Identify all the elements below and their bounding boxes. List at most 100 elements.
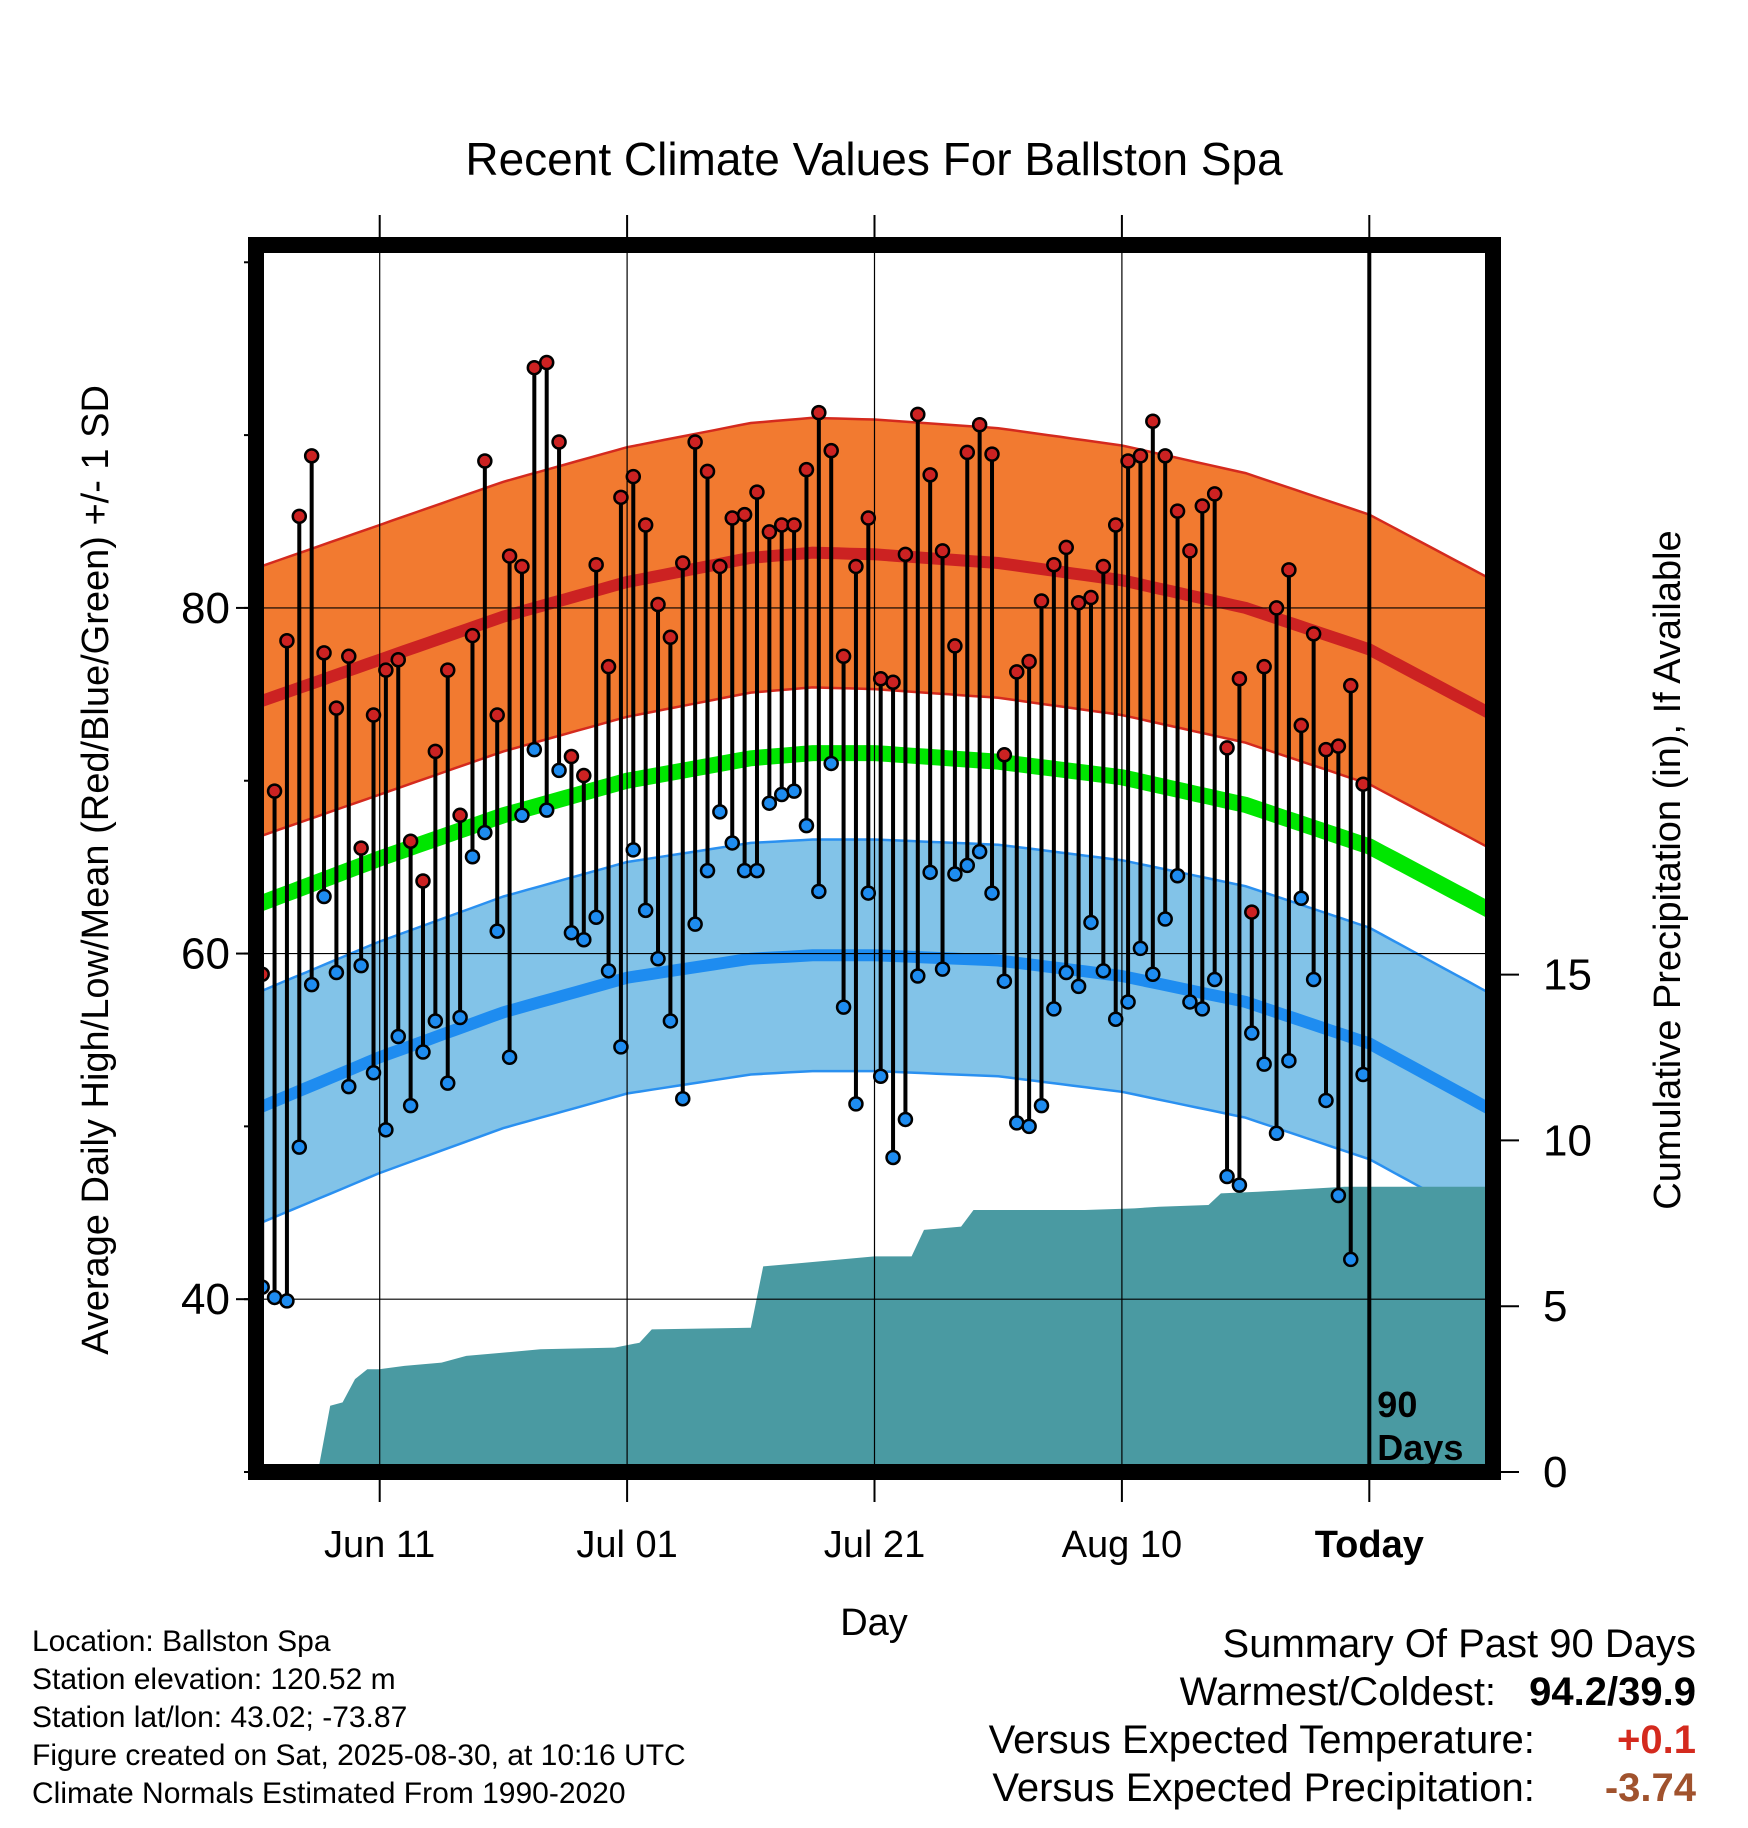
daily-low-point bbox=[452, 1009, 468, 1026]
temp-value: +0.1 bbox=[1617, 1718, 1696, 1762]
daily-low-point bbox=[971, 843, 988, 860]
daily-high-point bbox=[1145, 413, 1161, 430]
daily-high-point bbox=[1169, 503, 1186, 519]
daily-low-point bbox=[1157, 911, 1173, 927]
daily-low-point bbox=[1206, 971, 1223, 988]
daily-high-point bbox=[1231, 671, 1248, 687]
daily-low-point bbox=[1318, 1092, 1334, 1109]
latlon-text: Station lat/lon: 43.02; -73.87 bbox=[32, 1701, 408, 1734]
daily-high-point bbox=[1219, 740, 1235, 756]
daily-low-point bbox=[724, 835, 740, 851]
created-text: Figure created on Sat, 2025-08-30, at 10… bbox=[32, 1739, 686, 1772]
y-tick-label: 40 bbox=[181, 1275, 230, 1324]
daily-high-point bbox=[415, 873, 431, 889]
daily-low-point bbox=[699, 862, 716, 879]
daily-high-point bbox=[724, 510, 740, 526]
daily-high-point bbox=[551, 434, 567, 450]
precip-row: Versus Expected Precipitation: -3.74 bbox=[989, 1764, 1696, 1812]
daily-high-point bbox=[823, 442, 839, 459]
daily-low-point bbox=[712, 804, 728, 820]
daily-high-point bbox=[1120, 453, 1136, 469]
daily-low-point bbox=[266, 1289, 283, 1306]
daily-low-point bbox=[1132, 940, 1149, 957]
daily-low-point bbox=[477, 824, 493, 841]
daily-low-point bbox=[650, 950, 666, 967]
daily-low-point bbox=[675, 1090, 691, 1107]
daily-high-point bbox=[439, 662, 456, 678]
daily-low-point bbox=[1268, 1125, 1285, 1142]
daily-high-point bbox=[279, 633, 295, 649]
daily-high-point bbox=[303, 448, 320, 464]
daily-low-point bbox=[786, 783, 802, 799]
daily-high-point bbox=[1268, 600, 1285, 616]
warm-cold-value: 94.2/39.9 bbox=[1529, 1670, 1696, 1714]
daily-low-point bbox=[341, 1078, 357, 1095]
daily-high-point bbox=[947, 638, 963, 654]
daily-high-point bbox=[1058, 539, 1074, 556]
normals-text: Climate Normals Estimated From 1990-2020 bbox=[32, 1777, 626, 1810]
daily-low-point bbox=[1009, 1115, 1025, 1131]
y2-tick-label: 15 bbox=[1543, 951, 1592, 1000]
daily-low-point bbox=[1120, 994, 1136, 1010]
daily-high-point bbox=[910, 406, 926, 423]
daily-low-point bbox=[984, 885, 1000, 901]
daily-high-point bbox=[1009, 664, 1025, 680]
daily-low-point bbox=[687, 916, 703, 932]
daily-low-point bbox=[1256, 1056, 1272, 1072]
y-tick-label: 60 bbox=[181, 930, 230, 979]
daily-high-point bbox=[996, 747, 1013, 763]
daily-high-point bbox=[749, 484, 765, 500]
daily-high-point bbox=[922, 467, 938, 483]
summary-heading: Summary Of Past 90 Days bbox=[1222, 1622, 1696, 1666]
daily-low-point bbox=[823, 755, 839, 772]
daily-low-point bbox=[835, 999, 852, 1015]
daily-high-point bbox=[1281, 562, 1297, 578]
daily-low-point bbox=[291, 1139, 308, 1155]
daily-low-point bbox=[761, 795, 778, 811]
daily-low-point bbox=[848, 1096, 864, 1112]
daily-high-point bbox=[736, 506, 753, 523]
daily-high-point bbox=[1046, 556, 1062, 573]
x-tick-label: Jul 21 bbox=[824, 1524, 925, 1566]
daily-low-point bbox=[736, 862, 753, 879]
daily-high-point bbox=[1083, 589, 1099, 606]
daily-low-point bbox=[279, 1293, 295, 1309]
daily-low-point bbox=[1231, 1177, 1248, 1193]
daily-high-point bbox=[1206, 486, 1223, 502]
daily-high-point bbox=[341, 648, 357, 665]
daily-low-point bbox=[1046, 1001, 1062, 1017]
daily-high-point bbox=[687, 434, 703, 450]
daily-low-point bbox=[1194, 1001, 1211, 1017]
daily-low-point bbox=[390, 1028, 407, 1045]
daily-high-point bbox=[1033, 593, 1050, 609]
daily-low-point bbox=[1305, 971, 1322, 988]
daily-high-point bbox=[316, 645, 332, 661]
chart-title: Recent Climate Values For Ballston Spa bbox=[465, 133, 1283, 185]
daily-high-point bbox=[538, 354, 555, 371]
daily-high-point bbox=[835, 648, 852, 665]
temp-label: Versus Expected Temperature: bbox=[988, 1718, 1535, 1762]
warm-cold-row: Warmest/Coldest: 94.2/39.9 bbox=[989, 1668, 1696, 1716]
daily-high-point bbox=[501, 548, 518, 564]
daily-high-point bbox=[402, 833, 419, 849]
daily-low-point bbox=[464, 849, 481, 865]
precip-label: Versus Expected Precipitation: bbox=[992, 1766, 1535, 1810]
daily-low-point bbox=[1107, 1011, 1124, 1027]
daily-low-point bbox=[959, 857, 976, 874]
daily-high-point bbox=[588, 556, 604, 573]
daily-low-point bbox=[996, 973, 1013, 989]
daily-high-point bbox=[328, 700, 345, 716]
precip-value: -3.74 bbox=[1604, 1766, 1696, 1810]
daily-high-point bbox=[1095, 558, 1112, 575]
daily-low-point bbox=[1169, 868, 1186, 884]
daily-low-point bbox=[303, 976, 320, 993]
daily-high-point bbox=[860, 510, 877, 526]
daily-low-point bbox=[934, 961, 951, 977]
plot-frame bbox=[248, 237, 1501, 1480]
daily-high-point bbox=[773, 517, 790, 533]
daily-high-point bbox=[1194, 498, 1211, 514]
daily-low-point bbox=[798, 817, 815, 834]
daily-high-point bbox=[1132, 448, 1149, 464]
daily-high-point bbox=[811, 404, 827, 421]
daily-high-point bbox=[489, 707, 505, 723]
